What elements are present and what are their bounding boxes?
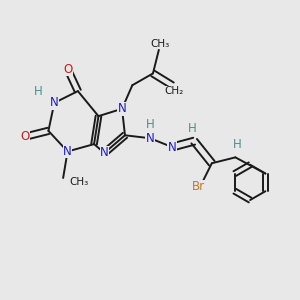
Text: CH₂: CH₂	[164, 86, 183, 96]
Text: O: O	[63, 62, 72, 76]
Text: CH₃: CH₃	[69, 177, 88, 188]
Text: O: O	[20, 130, 29, 143]
Text: N: N	[146, 132, 154, 145]
Text: N: N	[50, 96, 59, 110]
Text: H: H	[232, 139, 241, 152]
Text: N: N	[168, 141, 176, 154]
Text: N: N	[63, 145, 72, 158]
Text: N: N	[100, 146, 109, 159]
Text: H: H	[34, 85, 43, 98]
Text: CH₃: CH₃	[151, 39, 170, 49]
Text: H: H	[188, 122, 197, 135]
Text: H: H	[146, 118, 154, 131]
Text: N: N	[118, 102, 126, 115]
Text: Br: Br	[192, 180, 205, 193]
